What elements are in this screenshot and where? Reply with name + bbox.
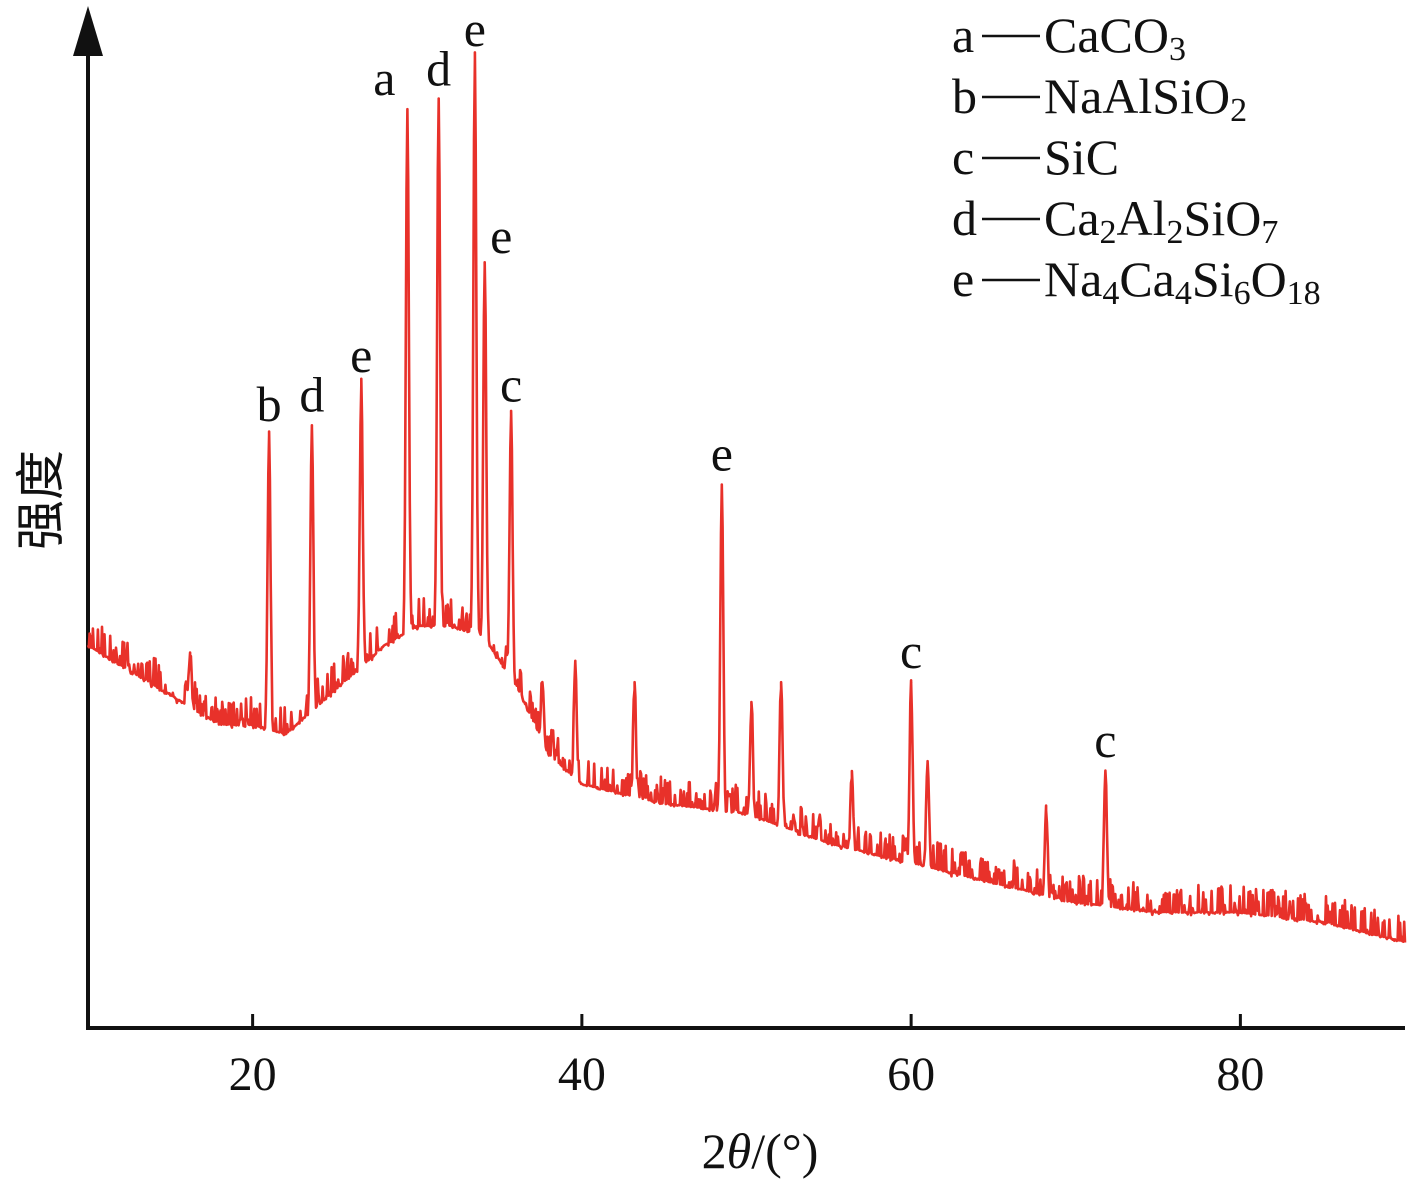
peak-label-c: c [1094, 712, 1116, 768]
y-axis-title: 强度 [13, 450, 69, 550]
x-tick-label: 60 [887, 1048, 935, 1101]
legend-item-b: b NaAlSiO2 [952, 68, 1247, 129]
legend-formula: SiC [1044, 129, 1119, 185]
legend-item-e: e Na4Ca4Si6O18 [952, 251, 1321, 312]
x-axis-title-suffix: /(°) [751, 1123, 818, 1179]
x-tick-label: 80 [1216, 1048, 1264, 1101]
y-axis-arrow [73, 6, 103, 56]
peak-label-d: d [299, 366, 324, 422]
peak-label-b: b [257, 376, 282, 432]
peak-label-e: e [711, 426, 733, 482]
peak-label-d: d [426, 40, 451, 96]
x-axis-title-prefix: 2 [702, 1123, 727, 1179]
peak-label-a: a [373, 50, 395, 106]
legend-item-d: d Ca2Al2SiO7 [952, 190, 1278, 251]
legend-item-c: c SiC [952, 129, 1119, 185]
legend-code: b [952, 68, 977, 124]
series-layer [86, 51, 1407, 943]
legend-code: c [952, 129, 974, 185]
legend-code: d [952, 190, 977, 246]
peak-label-c: c [900, 623, 922, 679]
legend-formula: Ca2Al2SiO7 [1044, 190, 1278, 251]
x-axis-title-theta: θ [727, 1123, 752, 1179]
x-tick-label: 20 [229, 1048, 277, 1101]
legend-formula: Na4Ca4Si6O18 [1044, 251, 1321, 312]
peak-label-e: e [464, 1, 486, 57]
peak-label-e: e [350, 327, 372, 383]
legend-formula: NaAlSiO2 [1044, 68, 1247, 129]
legend: a CaCO3 b NaAlSiO2 c SiC d Ca2Al2SiO7 e Na4Ca4Si6… [952, 7, 1321, 312]
legend-item-a: a CaCO3 [952, 7, 1186, 68]
peak-label-c: c [500, 356, 522, 412]
legend-formula: CaCO3 [1044, 7, 1186, 68]
legend-code: e [952, 251, 974, 307]
legend-code: a [952, 7, 974, 63]
peak-label-e: e [490, 208, 512, 264]
x-tick-label: 40 [558, 1048, 606, 1101]
x-ticks: 20 40 60 80 [229, 1014, 1264, 1101]
xrd-series-line [86, 51, 1407, 943]
x-axis-title: 2θ/(°) [702, 1123, 819, 1179]
